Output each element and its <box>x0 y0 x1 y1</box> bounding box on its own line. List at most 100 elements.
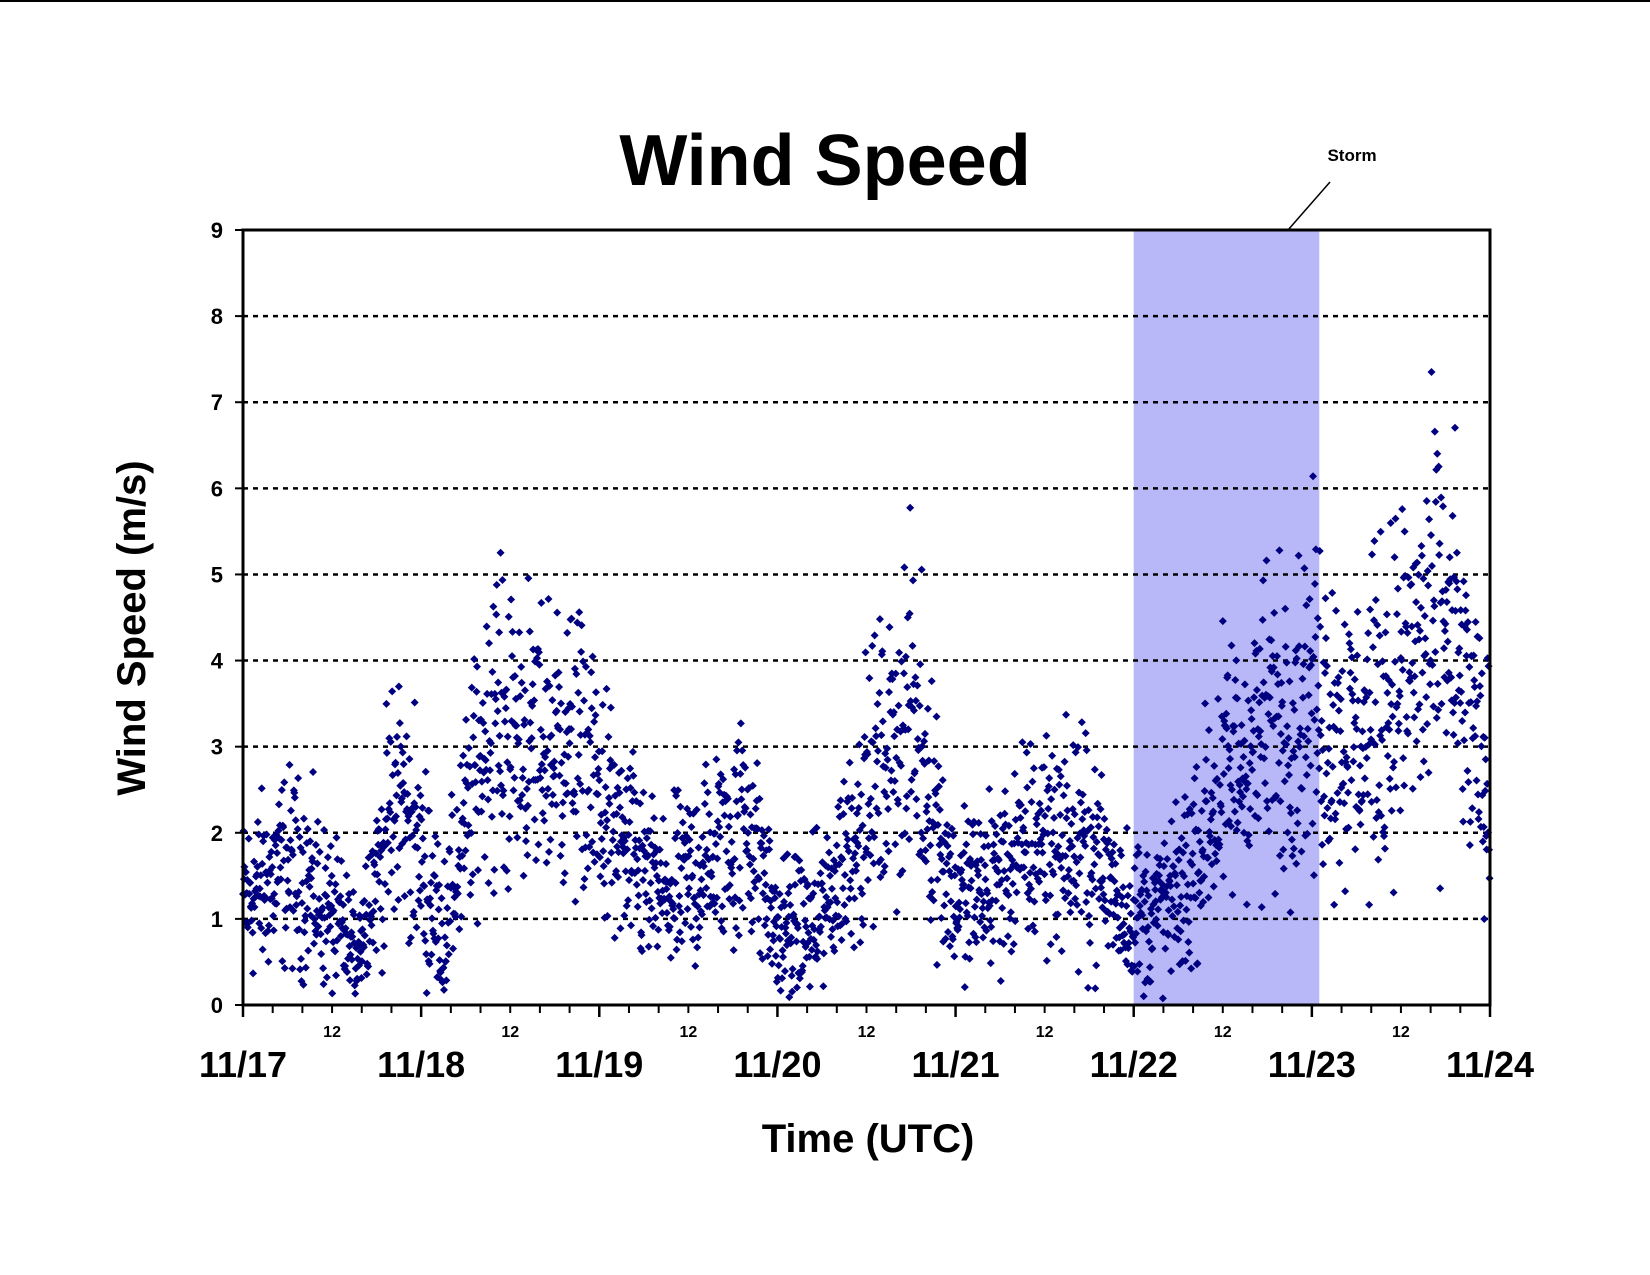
data-point <box>822 892 831 901</box>
data-point <box>473 662 482 671</box>
data-point <box>1167 967 1176 976</box>
data-point <box>675 892 684 901</box>
data-point <box>567 725 576 734</box>
data-point <box>343 968 352 977</box>
data-point <box>1227 641 1236 650</box>
data-point <box>1269 721 1278 730</box>
data-point <box>1354 696 1363 705</box>
data-point <box>737 785 746 794</box>
data-point <box>710 829 719 838</box>
data-point <box>1415 626 1424 635</box>
data-point <box>937 914 946 923</box>
data-point <box>1081 729 1090 738</box>
data-point <box>512 721 521 730</box>
data-point <box>1385 774 1394 783</box>
data-point <box>807 945 816 954</box>
data-point <box>574 750 583 759</box>
data-point <box>1209 807 1218 816</box>
data-point <box>1193 959 1202 968</box>
data-point <box>297 954 306 963</box>
data-point <box>417 815 426 824</box>
data-point <box>1422 496 1431 505</box>
data-point <box>641 890 650 899</box>
data-point <box>852 861 861 870</box>
data-point <box>650 814 659 823</box>
data-point <box>835 860 844 869</box>
data-point <box>1413 620 1422 629</box>
data-point <box>766 945 775 954</box>
data-point <box>625 817 634 826</box>
data-point <box>259 837 268 846</box>
data-point <box>1459 817 1468 826</box>
data-point <box>1402 713 1411 722</box>
data-point <box>868 738 877 747</box>
data-point <box>1356 820 1365 829</box>
x-tick-label: 11/23 <box>1268 1044 1356 1085</box>
data-point <box>869 922 878 931</box>
data-point <box>376 904 385 913</box>
data-point <box>1148 944 1157 953</box>
data-point <box>1109 840 1118 849</box>
data-point <box>755 794 764 803</box>
data-point <box>417 857 426 866</box>
data-point <box>1458 784 1467 793</box>
data-point <box>290 788 299 797</box>
data-point <box>1350 718 1359 727</box>
data-point <box>883 744 892 753</box>
data-point <box>322 892 331 901</box>
data-point <box>556 725 565 734</box>
data-point <box>584 785 593 794</box>
data-point <box>411 803 420 812</box>
data-point <box>1085 911 1094 920</box>
data-point <box>1318 840 1327 849</box>
data-point <box>659 814 668 823</box>
data-point <box>614 873 623 882</box>
data-point <box>910 767 919 776</box>
data-point <box>1044 804 1053 813</box>
data-point <box>1348 690 1357 699</box>
data-point <box>1043 829 1052 838</box>
data-point <box>1224 764 1233 773</box>
data-point <box>536 725 545 734</box>
data-point <box>1282 740 1291 749</box>
data-point <box>487 812 496 821</box>
data-point <box>1070 852 1079 861</box>
data-point <box>728 869 737 878</box>
data-point <box>1110 877 1119 886</box>
data-point <box>397 794 406 803</box>
data-point <box>874 809 883 818</box>
data-point <box>420 852 429 861</box>
data-point <box>373 870 382 879</box>
data-point <box>901 652 910 661</box>
data-point <box>1140 897 1149 906</box>
data-point <box>892 753 901 762</box>
data-point <box>890 776 899 785</box>
data-point <box>266 870 275 879</box>
data-point <box>874 746 883 755</box>
data-point <box>362 970 371 979</box>
data-point <box>1222 709 1231 718</box>
data-point <box>464 744 473 753</box>
data-point <box>434 934 443 943</box>
data-point <box>598 747 607 756</box>
data-point <box>305 882 314 891</box>
data-point <box>1270 608 1279 617</box>
data-point <box>1434 462 1443 471</box>
data-point <box>416 901 425 910</box>
data-point <box>783 850 792 859</box>
data-point <box>1458 717 1467 726</box>
data-point <box>505 834 514 843</box>
data-point <box>1349 757 1358 766</box>
data-point <box>1358 727 1367 736</box>
data-point <box>981 875 990 884</box>
data-point <box>513 833 522 842</box>
data-point <box>1060 757 1069 766</box>
data-point <box>1397 627 1406 636</box>
data-point <box>1073 900 1082 909</box>
data-point <box>1275 851 1284 860</box>
data-point <box>393 769 402 778</box>
data-point <box>1418 668 1427 677</box>
data-point <box>1442 597 1451 606</box>
data-point <box>1275 546 1284 555</box>
data-point <box>605 799 614 808</box>
